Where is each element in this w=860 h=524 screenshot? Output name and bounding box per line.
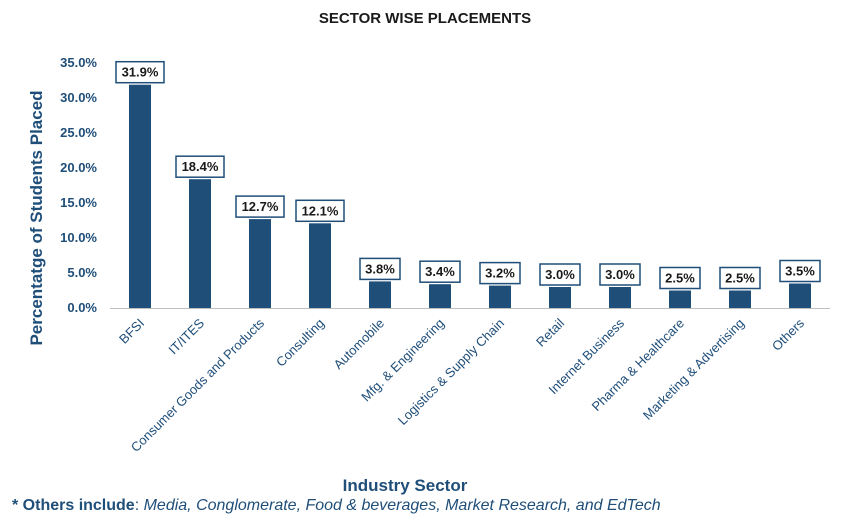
x-tick-label: Others <box>769 315 808 354</box>
bar <box>789 283 811 308</box>
x-tick-label: Consumer Goods and Products <box>128 315 268 455</box>
data-label: 3.0% <box>605 267 635 282</box>
bar <box>129 84 151 308</box>
data-label-box <box>659 266 701 290</box>
footnote-text: Media, Conglomerate, Food & beverages, M… <box>143 497 661 514</box>
data-label: 3.0% <box>545 267 575 282</box>
y-tick-label: 10.0% <box>60 230 97 245</box>
data-label: 2.5% <box>665 271 695 286</box>
bar <box>549 287 571 308</box>
data-label-box <box>479 261 521 285</box>
data-labels: 31.9% 18.4% 12.7% 12.1% 3.8% 3.4% 3.2% 3.0% 3.0%… <box>115 60 821 290</box>
y-axis-label: Percentatge of Students Placed <box>27 90 46 345</box>
data-label: 3.8% <box>365 261 395 276</box>
chart-title: SECTOR WISE PLACEMENTS <box>319 10 531 27</box>
data-label-box <box>599 263 641 286</box>
data-label-box <box>235 195 285 218</box>
x-tick-label: Marketing & Advertising <box>640 316 747 423</box>
y-tick-label: 5.0% <box>67 265 97 280</box>
footnote-label: * Others include <box>12 497 135 514</box>
bar <box>429 284 451 308</box>
data-label: 18.4% <box>182 159 219 174</box>
data-label: 12.1% <box>302 203 339 218</box>
x-tick-label: Retail <box>533 315 567 349</box>
y-tick-label: 15.0% <box>60 195 97 210</box>
x-tick-label: IT/ITES <box>165 315 207 357</box>
bar <box>609 287 631 308</box>
data-label-box <box>115 60 165 84</box>
bar <box>309 223 331 308</box>
bar <box>729 290 751 308</box>
bar <box>249 219 271 308</box>
data-label-box <box>295 199 345 223</box>
data-label-box <box>359 257 401 281</box>
footnote-separator: : <box>134 497 144 514</box>
data-label-box <box>779 259 821 283</box>
y-tick-label: 30.0% <box>60 90 97 105</box>
x-tick-label: Consulting <box>273 316 327 370</box>
data-label-box <box>419 260 461 283</box>
bar <box>189 179 211 308</box>
bar-chart: SECTOR WISE PLACEMENTS 0.0% 5.0% 10.0% 15.0… <box>27 10 830 495</box>
x-tick-label: Automobile <box>331 316 388 373</box>
data-label: 31.9% <box>122 65 159 80</box>
y-tick-label: 0.0% <box>67 300 97 315</box>
y-axis: 0.0% 5.0% 10.0% 15.0% 20.0% 25.0% 30.0% 35.0% <box>60 55 97 315</box>
bar <box>489 285 511 308</box>
x-axis-label: Industry Sector <box>343 476 468 495</box>
data-label: 12.7% <box>242 199 279 214</box>
data-label-box <box>175 155 225 178</box>
data-label: 3.5% <box>785 264 815 279</box>
data-label: 2.5% <box>725 271 755 286</box>
y-tick-label: 25.0% <box>60 125 97 140</box>
data-label: 3.4% <box>425 264 455 279</box>
bar <box>669 290 691 308</box>
x-tick-label: Logistics & Supply Chain <box>395 316 507 428</box>
y-tick-label: 20.0% <box>60 160 97 175</box>
y-tick-label: 35.0% <box>60 55 97 70</box>
footnote: * Others include: Media, Conglomerate, F… <box>12 497 661 515</box>
data-label-box <box>539 263 581 286</box>
x-tick-label: BFSI <box>116 316 147 347</box>
data-label-box <box>719 266 761 290</box>
data-label: 3.2% <box>485 266 515 281</box>
bar <box>369 281 391 308</box>
bars <box>129 84 811 308</box>
